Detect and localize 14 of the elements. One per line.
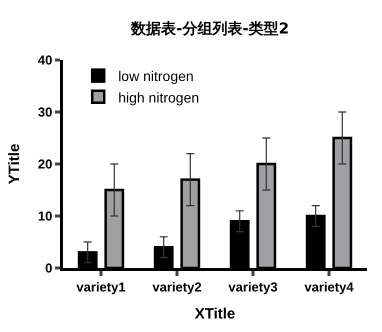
- x-tick-label: variety1: [76, 280, 126, 295]
- x-tick-label: variety4: [304, 280, 354, 295]
- x-tick-label: variety3: [228, 280, 278, 295]
- y-tick-label: 30: [38, 104, 52, 120]
- x-tick-label: variety2: [152, 280, 202, 295]
- y-tick-label: 0: [45, 260, 52, 276]
- chart-title: 数据表-分组列表-类型2: [130, 20, 290, 38]
- y-tick-label: 40: [38, 52, 52, 68]
- y-tick-label: 10: [38, 208, 52, 224]
- y-axis-title: YTitle: [6, 144, 24, 184]
- x-axis-title: XTitle: [194, 306, 236, 323]
- legend-label: high nitrogen: [118, 89, 200, 106]
- y-tick-label: 20: [38, 156, 52, 172]
- legend-label: low nitrogen: [118, 68, 194, 84]
